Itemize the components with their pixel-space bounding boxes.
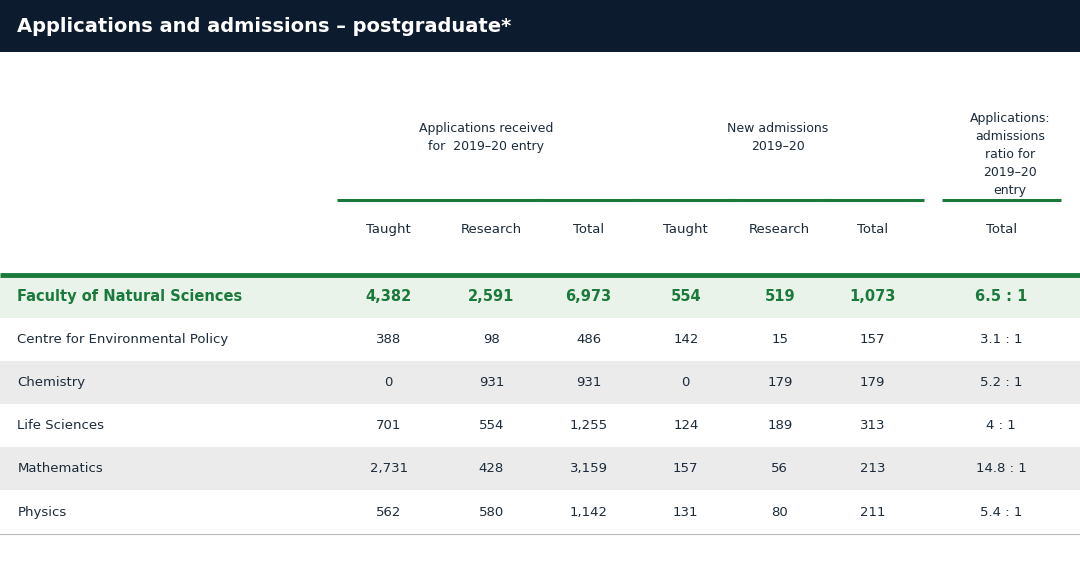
Text: 931: 931 (576, 376, 602, 389)
Text: Life Sciences: Life Sciences (17, 419, 105, 432)
Text: 189: 189 (767, 419, 793, 432)
Text: 519: 519 (765, 289, 795, 304)
Text: 213: 213 (860, 462, 886, 475)
Bar (0, 0, 1080, 52)
Text: 554: 554 (478, 419, 504, 432)
Text: 3,159: 3,159 (569, 462, 608, 475)
Text: 211: 211 (860, 506, 886, 519)
Text: 179: 179 (860, 376, 886, 389)
Text: 56: 56 (771, 462, 788, 475)
Text: 14.8 : 1: 14.8 : 1 (976, 462, 1026, 475)
Text: Total: Total (858, 224, 888, 236)
Text: 562: 562 (376, 506, 402, 519)
Text: 5.2 : 1: 5.2 : 1 (980, 376, 1023, 389)
Text: 580: 580 (478, 506, 504, 519)
Text: New admissions
2019–20: New admissions 2019–20 (727, 122, 828, 153)
Text: 142: 142 (673, 333, 699, 346)
Text: 1,073: 1,073 (850, 289, 895, 304)
Text: 428: 428 (478, 462, 504, 475)
Bar (0, 361, 1080, 404)
Text: 931: 931 (478, 376, 504, 389)
Text: 1,255: 1,255 (569, 419, 608, 432)
Text: 388: 388 (376, 333, 402, 346)
Text: 3.1 : 1: 3.1 : 1 (980, 333, 1023, 346)
Text: 80: 80 (771, 506, 788, 519)
Text: 4,382: 4,382 (366, 289, 411, 304)
Bar (0, 275, 1080, 318)
Text: 157: 157 (673, 462, 699, 475)
Text: Applications received
for  2019–20 entry: Applications received for 2019–20 entry (419, 122, 553, 153)
Text: 6.5 : 1: 6.5 : 1 (975, 289, 1027, 304)
Text: 554: 554 (671, 289, 701, 304)
Text: Total: Total (573, 224, 604, 236)
Text: 0: 0 (384, 376, 393, 389)
Text: Taught: Taught (663, 224, 708, 236)
Text: Faculty of Natural Sciences: Faculty of Natural Sciences (17, 289, 243, 304)
Text: 157: 157 (860, 333, 886, 346)
Bar (0, 404, 1080, 447)
Text: 131: 131 (673, 506, 699, 519)
Text: 5.4 : 1: 5.4 : 1 (980, 506, 1023, 519)
Text: Total: Total (986, 224, 1016, 236)
Bar (0, 447, 1080, 490)
Text: 4 : 1: 4 : 1 (986, 419, 1016, 432)
Text: Research: Research (750, 224, 810, 236)
Text: 6,973: 6,973 (566, 289, 611, 304)
Text: Research: Research (461, 224, 522, 236)
Text: 98: 98 (483, 333, 500, 346)
Text: 124: 124 (673, 419, 699, 432)
Text: 15: 15 (771, 333, 788, 346)
Text: 0: 0 (681, 376, 690, 389)
Text: 313: 313 (860, 419, 886, 432)
Text: 2,591: 2,591 (469, 289, 514, 304)
Text: Chemistry: Chemistry (17, 376, 85, 389)
Text: Mathematics: Mathematics (17, 462, 103, 475)
Text: Applications:
admissions
ratio for
2019–20
entry: Applications: admissions ratio for 2019–… (970, 112, 1050, 197)
Text: Taught: Taught (366, 224, 411, 236)
Text: 2,731: 2,731 (369, 462, 408, 475)
Text: 486: 486 (576, 333, 602, 346)
Bar (0, 318, 1080, 361)
Text: Centre for Environmental Policy: Centre for Environmental Policy (17, 333, 229, 346)
Text: 701: 701 (376, 419, 402, 432)
Text: 179: 179 (767, 376, 793, 389)
Text: Applications and admissions – postgraduate*: Applications and admissions – postgradua… (17, 17, 512, 35)
Text: 1,142: 1,142 (569, 506, 608, 519)
Bar (0, 490, 1080, 534)
Text: Physics: Physics (17, 506, 67, 519)
